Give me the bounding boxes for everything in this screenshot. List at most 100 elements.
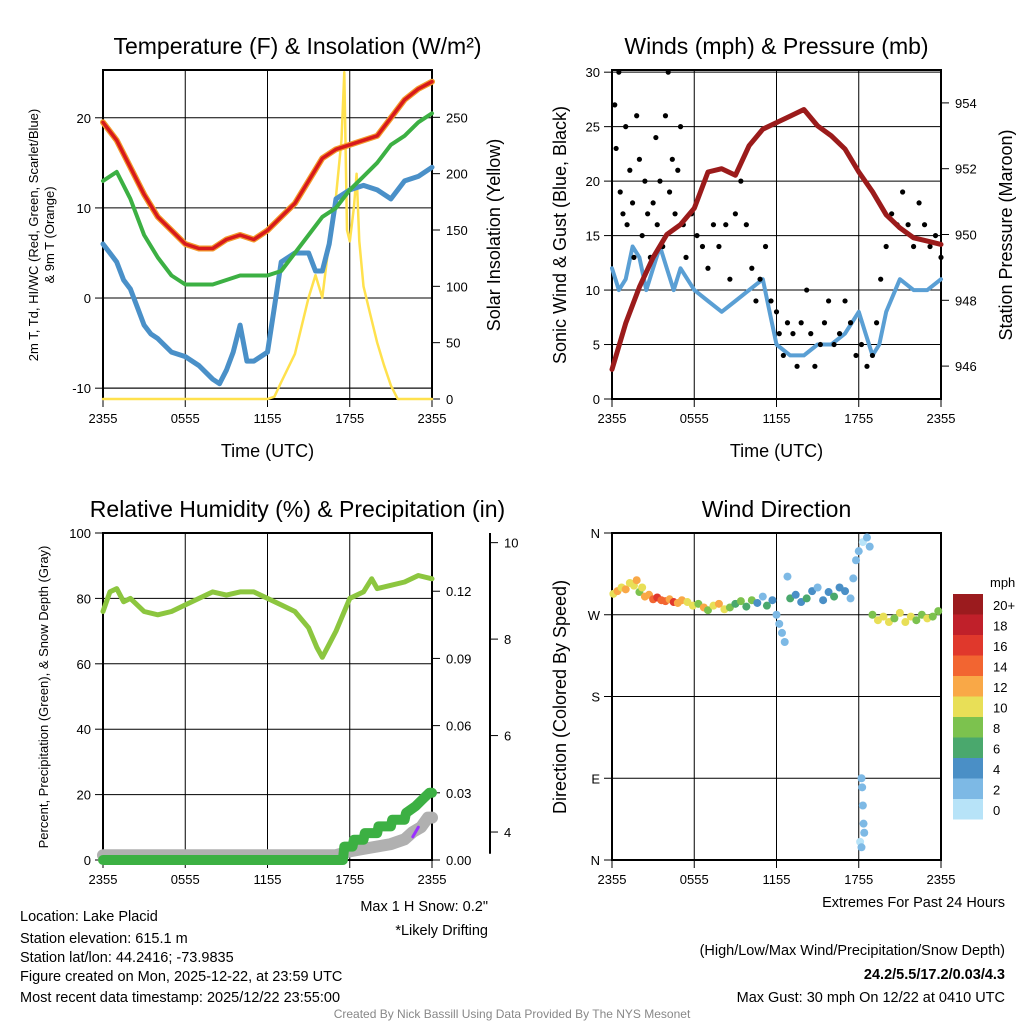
y-tick-label: 40 xyxy=(77,722,91,737)
direction-point xyxy=(854,547,863,556)
gust-point xyxy=(624,222,630,228)
gust-point xyxy=(716,243,722,250)
direction-point xyxy=(830,592,839,601)
legend-label: 18 xyxy=(993,619,1007,634)
gust-point xyxy=(636,156,643,162)
y-tick-label: 80 xyxy=(77,591,91,606)
x-tick-label: 1155 xyxy=(254,411,282,426)
gust-point xyxy=(817,341,823,348)
y-tick-label: N xyxy=(591,526,600,541)
x-tick-label: 1155 xyxy=(254,872,282,887)
direction-point xyxy=(819,596,828,605)
x-tick-label: 2355 xyxy=(927,411,956,426)
gust-point xyxy=(613,145,619,152)
direction-point xyxy=(895,608,904,617)
sonic-wind-line xyxy=(610,244,943,358)
direction-point xyxy=(742,602,751,611)
y-axis-label-line2: & 9m T (Orange) xyxy=(42,186,57,283)
x-tick-label: 2355 xyxy=(418,872,447,887)
windchill-line xyxy=(100,164,435,387)
direction-point xyxy=(857,843,866,852)
pressure-line xyxy=(609,107,944,372)
direction-point xyxy=(802,594,811,603)
direction-point xyxy=(703,606,712,615)
gust-point xyxy=(927,243,933,250)
direction-point xyxy=(714,599,723,608)
legend-label: 12 xyxy=(993,680,1007,695)
y-tick-label: 0.12 xyxy=(446,584,471,599)
x-tick-label: 2355 xyxy=(418,411,447,426)
direction-point xyxy=(901,618,910,627)
legend-label: 20+ xyxy=(993,598,1015,613)
legend-label: 2 xyxy=(993,783,1000,798)
temp-2m-line xyxy=(101,79,434,251)
x-tick-label: 1155 xyxy=(763,872,791,887)
y-tick-label: 20 xyxy=(77,111,91,126)
gust-point xyxy=(657,178,663,184)
legend-swatch xyxy=(953,676,983,697)
y-axis-label: 2m T, Td, HI/WC (Red, Green, Scarlet/Blu… xyxy=(26,109,41,361)
gust-point xyxy=(784,320,791,326)
x-tick-label: 2355 xyxy=(89,872,118,887)
y-tick-label: 150 xyxy=(446,223,468,238)
panel-title: Temperature (F) & Insolation (W/m²) xyxy=(113,33,481,59)
gust-point xyxy=(665,69,671,75)
precip-line xyxy=(98,787,437,865)
gust-point xyxy=(821,320,828,326)
direction-point xyxy=(868,610,877,619)
gust-point xyxy=(617,189,623,195)
legend-swatch xyxy=(953,799,983,820)
info-latlon: Station lat/lon: 44.2416; -73.9835 xyxy=(20,950,234,966)
extremes-title: Extremes For Past 24 Hours xyxy=(822,895,1005,911)
y2-axis-label: Station Pressure (Maroon) xyxy=(996,129,1016,340)
direction-point xyxy=(859,819,868,828)
drifting-segment xyxy=(411,825,420,839)
y-tick-label: 0.09 xyxy=(446,651,471,666)
direction-point xyxy=(858,783,867,792)
gust-point xyxy=(710,222,717,228)
gust-point xyxy=(654,222,660,228)
gust-point xyxy=(812,363,818,369)
gust-point xyxy=(757,276,763,282)
gust-point xyxy=(629,200,636,206)
gust-point xyxy=(639,232,645,239)
legend-swatch xyxy=(953,758,983,779)
gust-point xyxy=(921,222,928,228)
panel-title: Wind Direction xyxy=(702,496,852,522)
y-tick-label: 200 xyxy=(446,167,468,182)
credit: Created By Nick Bassill Using Data Provi… xyxy=(334,1007,691,1021)
gust-point xyxy=(645,211,651,217)
y-tick-label: 25 xyxy=(586,120,600,135)
x-tick-label: 0555 xyxy=(680,411,709,426)
x-tick-label: 1155 xyxy=(763,411,791,426)
y-tick-label: 60 xyxy=(77,657,91,672)
rh-line xyxy=(100,573,435,660)
gust-point xyxy=(623,124,629,130)
gust-point xyxy=(749,265,755,271)
x-tick-label: 2355 xyxy=(927,872,956,887)
direction-point xyxy=(862,533,871,542)
info-elevation: Station elevation: 615.1 m xyxy=(20,931,188,947)
gust-point xyxy=(836,331,843,337)
direction-point xyxy=(758,592,767,601)
gust-point xyxy=(873,320,880,326)
y-tick-label: 0.00 xyxy=(446,853,471,868)
y-tick-label: 100 xyxy=(69,526,91,541)
direction-point xyxy=(858,801,867,810)
y-tick-label: 15 xyxy=(586,229,600,244)
y-tick-label: 0 xyxy=(84,853,91,868)
direction-point xyxy=(857,774,866,783)
gust-point xyxy=(683,254,689,260)
gust-point xyxy=(869,352,876,359)
y-tick-label: 0.03 xyxy=(446,786,471,801)
gust-point xyxy=(794,363,800,369)
gust-point xyxy=(723,222,729,228)
gust-point xyxy=(910,243,917,250)
direction-point xyxy=(841,587,850,596)
gust-point xyxy=(768,298,774,304)
gust-point xyxy=(900,189,906,195)
y-tick-label: 8 xyxy=(504,632,511,647)
legend-swatch xyxy=(953,696,983,717)
legend-swatch xyxy=(953,594,983,615)
